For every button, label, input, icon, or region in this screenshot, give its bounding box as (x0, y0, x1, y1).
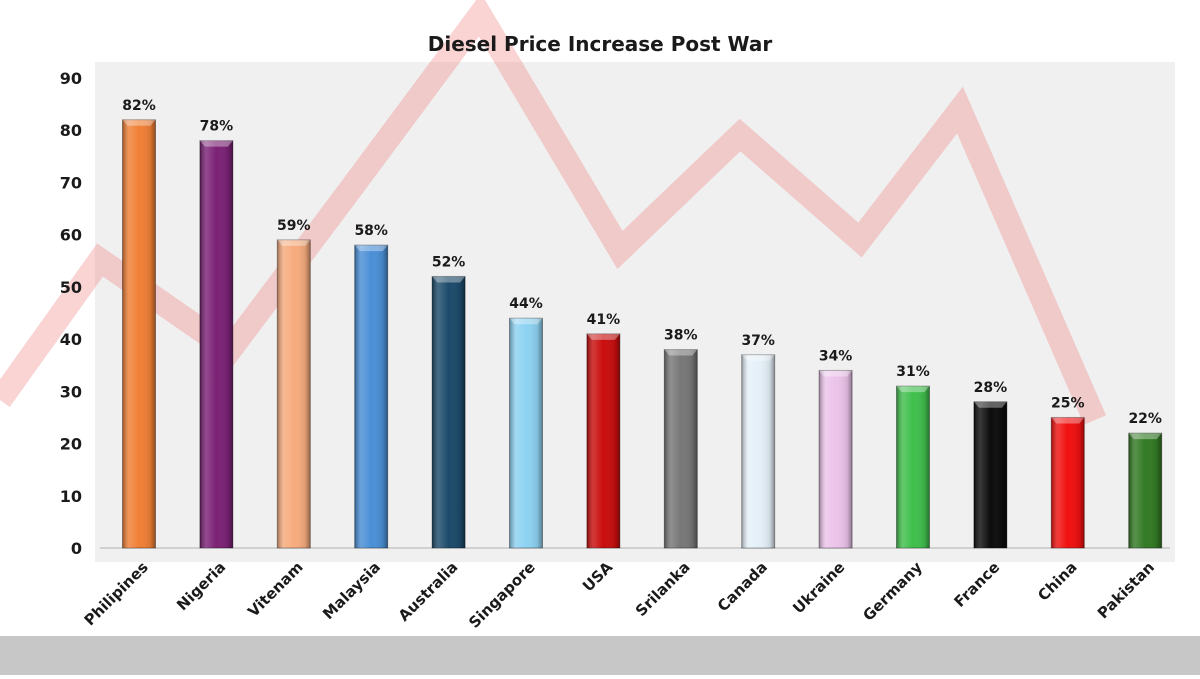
bar-bevel (277, 239, 311, 246)
bar-shading (973, 401, 1007, 548)
bar-bevel (973, 401, 1007, 408)
bar-shading (664, 349, 698, 548)
bar-shading (741, 354, 775, 548)
bar-shading (509, 318, 543, 548)
category-label: Malaysia (319, 558, 384, 623)
data-label: 38% (664, 328, 698, 344)
bar-bevel (199, 140, 233, 147)
bar-shading (199, 140, 233, 548)
data-label: 28% (974, 380, 1008, 396)
bar-bevel (664, 349, 698, 356)
data-label: 52% (432, 254, 466, 270)
y-tick-label: 80 (60, 121, 82, 140)
category-label: USA (579, 558, 616, 595)
bar-bevel (1051, 417, 1085, 424)
bar-shading (277, 239, 311, 548)
bar-bevel (896, 386, 930, 393)
bar-bevel (819, 370, 853, 377)
bar-bevel (586, 333, 620, 340)
data-label: 82% (122, 98, 156, 114)
category-label: Philipines (81, 558, 152, 629)
category-label: Pakistan (1094, 558, 1158, 622)
data-label: 78% (200, 119, 234, 135)
data-label: 41% (587, 312, 621, 328)
category-label: Srilanka (632, 558, 694, 620)
bar-bevel (1128, 433, 1162, 440)
category-label: Canada (714, 558, 771, 615)
category-label: Australia (395, 558, 462, 625)
y-tick-label: 20 (60, 435, 82, 454)
bar-bevel (741, 354, 775, 361)
bar-shading (122, 119, 156, 549)
background-trend-arrow (0, 0, 1107, 425)
category-label: Vitenam (244, 558, 306, 620)
bar-shading (896, 386, 930, 548)
y-tick-label: 0 (71, 539, 82, 558)
y-tick-label: 70 (60, 173, 82, 192)
bar-bevel (432, 276, 466, 283)
bar-shading (1051, 417, 1085, 548)
bar-shading (819, 370, 853, 548)
y-tick-label: 90 (60, 69, 82, 88)
bar-shading (354, 245, 388, 548)
category-label: China (1034, 558, 1080, 604)
data-label: 22% (1128, 411, 1162, 427)
bar-shading (432, 276, 466, 548)
bar-bevel (509, 318, 543, 325)
bar-shading (1128, 433, 1162, 548)
category-label: Nigeria (173, 558, 229, 614)
y-tick-label: 40 (60, 330, 82, 349)
bottom-bar (0, 636, 1200, 675)
data-label: 59% (277, 218, 311, 234)
category-label: Germany (859, 558, 926, 625)
y-tick-label: 10 (60, 487, 82, 506)
data-label: 31% (896, 364, 930, 380)
bar-shading (586, 333, 620, 548)
category-label: Singapore (465, 558, 539, 632)
data-label: 25% (1051, 395, 1085, 411)
bar-bevel (354, 245, 388, 252)
chart-title: Diesel Price Increase Post War (427, 32, 773, 56)
category-label: Ukraine (789, 558, 848, 617)
bar-bevel (122, 119, 156, 126)
y-tick-label: 30 (60, 382, 82, 401)
data-label: 58% (354, 223, 388, 239)
y-tick-label: 60 (60, 226, 82, 245)
category-label: France (951, 558, 1004, 611)
data-label: 34% (819, 348, 853, 364)
y-tick-label: 50 (60, 278, 82, 297)
data-label: 37% (741, 333, 775, 349)
data-label: 44% (509, 296, 543, 312)
